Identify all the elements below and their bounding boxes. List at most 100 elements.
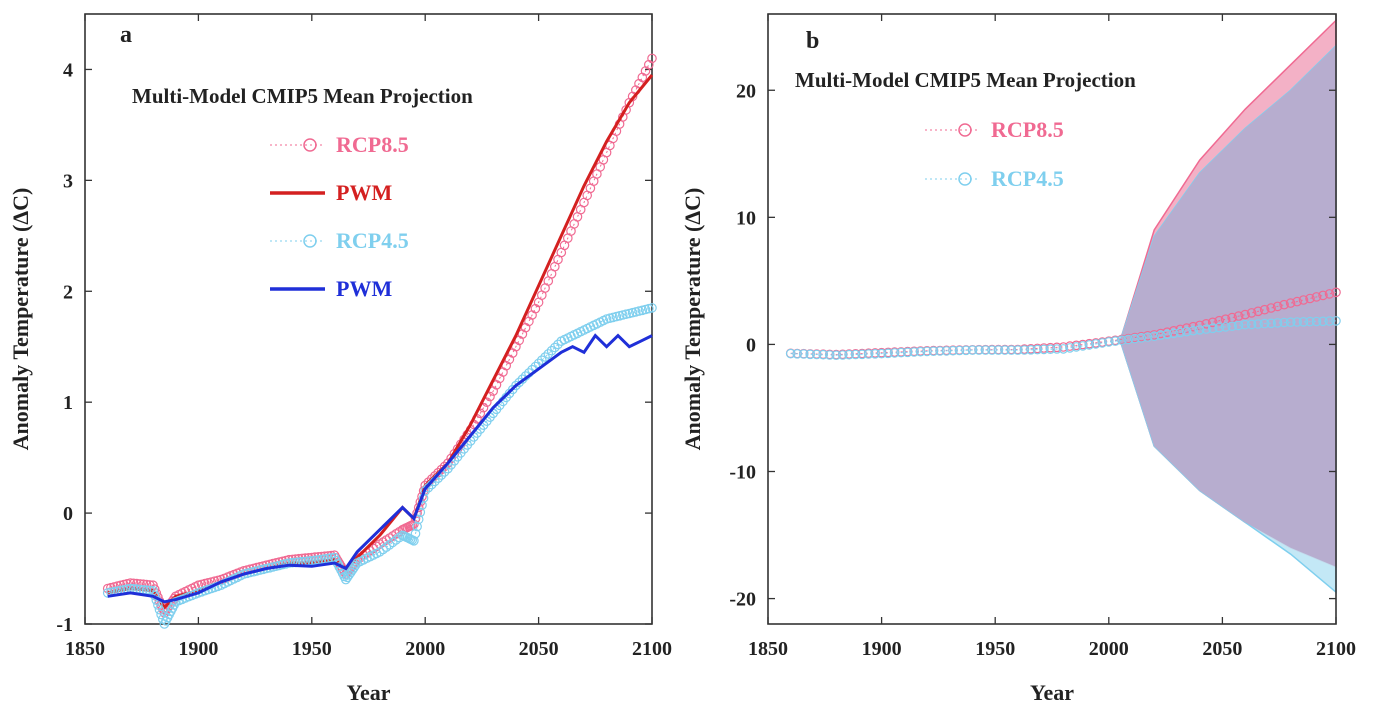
data-point (1045, 344, 1056, 354)
data-point (347, 565, 358, 575)
data-point (1253, 306, 1263, 317)
y-tick-label: 2 (63, 281, 73, 303)
data-point (909, 347, 919, 357)
data-point (1285, 317, 1296, 327)
data-point (412, 521, 422, 532)
data-point (987, 345, 997, 355)
data-point (1188, 325, 1198, 336)
x-tick-label: 2000 (1089, 638, 1129, 660)
series-rcp85-0-line (107, 58, 653, 614)
data-point (1207, 323, 1218, 334)
data-point (980, 345, 991, 355)
data-point (837, 350, 848, 360)
x-tick-label: 2100 (632, 638, 672, 660)
data-point (1331, 316, 1341, 326)
data-point (1279, 317, 1289, 328)
chart-panel-b: 1850 1900 1950 2000 2050 2100 -20 -10 0 10 20 b Mult… (680, 13, 1356, 705)
data-point (1311, 316, 1322, 327)
data-point (344, 570, 354, 580)
x-tick-label: 1850 (748, 638, 788, 660)
panel-label: a (120, 22, 132, 48)
data-point (902, 347, 913, 358)
data-point (1058, 344, 1069, 354)
data-point (1181, 326, 1192, 337)
data-point (967, 345, 978, 355)
data-point (1091, 339, 1101, 349)
data-point (345, 567, 356, 578)
data-point (514, 377, 524, 388)
x-axis-label: Year (347, 680, 391, 705)
x-axis-label: Year (1030, 680, 1074, 705)
legend-label: RCP4.5 (991, 166, 1064, 191)
data-point (536, 355, 547, 365)
data-point (102, 588, 113, 598)
data-point (1168, 328, 1179, 339)
plot-frame (84, 13, 653, 625)
x-tick-label: 1950 (292, 638, 332, 660)
data-point (1123, 334, 1134, 345)
data-point (850, 349, 861, 360)
x-tick-label: 2050 (1202, 638, 1242, 660)
series-rcp45-1-points (785, 316, 1341, 360)
data-point (387, 537, 398, 548)
data-point (409, 535, 419, 546)
data-point (1032, 344, 1043, 355)
data-point (1266, 318, 1276, 329)
data-point (1104, 337, 1114, 347)
y-axis-label: Anomaly Temperature (ΔC) (8, 188, 33, 451)
data-point (1298, 295, 1309, 305)
data-point (805, 349, 815, 360)
legend-label: PWM (336, 180, 392, 205)
data-point (1117, 335, 1127, 345)
data-point (1305, 293, 1315, 304)
data-point (1181, 323, 1192, 333)
plot-frame (767, 13, 1337, 625)
data-point (540, 352, 550, 362)
data-point (1201, 318, 1211, 329)
data-point (153, 600, 163, 610)
legend-label: RCP4.5 (336, 228, 409, 253)
y-tick-label: 20 (736, 80, 756, 102)
data-point (954, 345, 965, 356)
data-point (928, 346, 939, 356)
data-point (1246, 319, 1257, 330)
legend-label: RCP8.5 (336, 132, 409, 157)
data-point (1246, 308, 1257, 318)
data-point (961, 345, 971, 356)
y-tick-label: 3 (63, 170, 73, 192)
data-point (1272, 318, 1283, 328)
data-point (1220, 322, 1231, 332)
series-rcp45-1-line (790, 320, 1337, 356)
data-point (1253, 319, 1263, 329)
data-point (511, 380, 521, 391)
data-point (1039, 344, 1049, 355)
y-tick-label: 10 (736, 207, 756, 229)
data-point (1292, 317, 1302, 327)
data-point (1207, 317, 1218, 328)
data-point (349, 562, 359, 573)
data-point (1266, 303, 1276, 313)
data-point (896, 347, 906, 358)
data-point (546, 345, 557, 356)
legend-swatch-marker (958, 123, 972, 137)
data-point (1331, 287, 1341, 298)
series-rcp85-0-line (790, 291, 1337, 356)
y-tick-label: -10 (729, 462, 756, 484)
x-tick-label: 1900 (862, 638, 902, 660)
data-point (1201, 324, 1211, 334)
data-point (1175, 327, 1185, 338)
data-point (811, 349, 822, 360)
legend-label: RCP8.5 (991, 117, 1064, 142)
y-tick-label: 1 (63, 392, 73, 414)
data-point (824, 350, 835, 360)
data-point (549, 342, 560, 353)
data-point (1078, 341, 1088, 351)
x-tick-label: 2100 (1316, 638, 1356, 660)
legend-swatch-marker (958, 172, 972, 186)
series-pwm-3-line (107, 333, 653, 604)
data-point (553, 339, 563, 350)
data-point (647, 303, 657, 313)
data-point (1233, 320, 1244, 331)
data-point (1162, 329, 1172, 340)
